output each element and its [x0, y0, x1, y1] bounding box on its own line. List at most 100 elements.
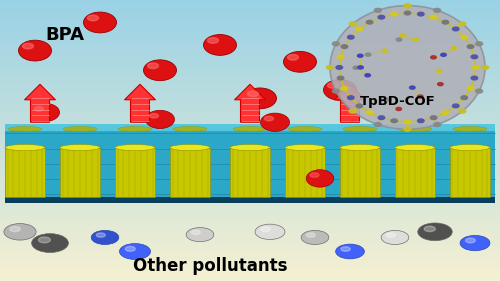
- Bar: [0, 187, 500, 188]
- Ellipse shape: [413, 38, 418, 41]
- Bar: [0, 167, 500, 169]
- Bar: [0, 10, 500, 11]
- Bar: [0, 105, 500, 107]
- Ellipse shape: [374, 8, 382, 12]
- Ellipse shape: [88, 15, 99, 21]
- Bar: [0, 207, 500, 208]
- Bar: [0, 115, 500, 117]
- Bar: [5, 148, 45, 197]
- Ellipse shape: [330, 6, 485, 129]
- FancyArrow shape: [234, 84, 266, 122]
- Bar: [0, 87, 500, 89]
- Ellipse shape: [340, 144, 380, 151]
- Bar: [0, 225, 500, 226]
- Ellipse shape: [430, 116, 437, 119]
- Bar: [0, 65, 500, 66]
- Bar: [0, 136, 500, 138]
- Ellipse shape: [453, 126, 487, 132]
- Ellipse shape: [468, 87, 474, 90]
- Bar: [0, 236, 500, 237]
- Ellipse shape: [115, 144, 155, 151]
- Ellipse shape: [400, 34, 406, 37]
- Ellipse shape: [255, 224, 285, 239]
- Ellipse shape: [150, 114, 158, 118]
- Bar: [0, 218, 500, 219]
- Ellipse shape: [260, 113, 290, 132]
- Bar: [0, 3, 500, 4]
- Bar: [0, 25, 500, 27]
- Bar: [0, 100, 500, 101]
- Bar: [0, 254, 500, 256]
- Bar: [0, 194, 500, 195]
- Ellipse shape: [472, 65, 479, 69]
- Bar: [0, 108, 500, 110]
- Bar: [0, 219, 500, 221]
- Bar: [0, 157, 500, 159]
- Ellipse shape: [418, 12, 424, 16]
- Bar: [0, 143, 500, 145]
- Ellipse shape: [341, 87, 347, 90]
- Ellipse shape: [461, 35, 468, 39]
- Bar: [0, 216, 500, 218]
- Bar: [0, 0, 500, 1]
- Bar: [340, 148, 380, 197]
- Text: Other pollutants: Other pollutants: [133, 257, 287, 275]
- Bar: [0, 214, 500, 215]
- Ellipse shape: [430, 15, 437, 19]
- Ellipse shape: [353, 66, 358, 69]
- Bar: [0, 275, 500, 277]
- Ellipse shape: [450, 144, 490, 151]
- Bar: [0, 266, 500, 267]
- Ellipse shape: [395, 144, 435, 151]
- Ellipse shape: [264, 116, 274, 121]
- Bar: [0, 201, 500, 202]
- Bar: [0, 129, 500, 131]
- Ellipse shape: [366, 53, 371, 56]
- Bar: [0, 200, 500, 201]
- Bar: [0, 149, 500, 150]
- Bar: [0, 97, 500, 98]
- Ellipse shape: [63, 126, 97, 132]
- Bar: [0, 240, 500, 242]
- Bar: [0, 228, 500, 229]
- Bar: [0, 263, 500, 264]
- Ellipse shape: [310, 173, 319, 177]
- Bar: [0, 121, 500, 122]
- Bar: [0, 170, 500, 171]
- Ellipse shape: [288, 126, 322, 132]
- Bar: [0, 271, 500, 273]
- Bar: [0, 176, 500, 177]
- Ellipse shape: [476, 42, 482, 46]
- Ellipse shape: [418, 119, 424, 123]
- Ellipse shape: [324, 80, 356, 100]
- Text: BPA: BPA: [45, 26, 84, 44]
- Ellipse shape: [4, 224, 36, 240]
- Ellipse shape: [301, 230, 329, 244]
- Ellipse shape: [260, 227, 270, 232]
- Bar: [0, 103, 500, 104]
- Text: TpBD-COF: TpBD-COF: [360, 95, 436, 108]
- Bar: [0, 249, 500, 250]
- Bar: [0, 76, 500, 77]
- Ellipse shape: [460, 235, 490, 251]
- Ellipse shape: [120, 244, 150, 259]
- Ellipse shape: [461, 96, 468, 99]
- Bar: [0, 21, 500, 22]
- Ellipse shape: [442, 21, 448, 24]
- Bar: [0, 226, 500, 228]
- Bar: [0, 20, 500, 21]
- Bar: [0, 73, 500, 74]
- Bar: [0, 205, 500, 207]
- Bar: [0, 122, 500, 124]
- Bar: [0, 32, 500, 34]
- Bar: [0, 250, 500, 251]
- Bar: [0, 30, 500, 31]
- Bar: [0, 104, 500, 105]
- Ellipse shape: [418, 223, 452, 241]
- Ellipse shape: [248, 91, 258, 97]
- Bar: [0, 38, 500, 39]
- Bar: [0, 89, 500, 90]
- Bar: [0, 232, 500, 233]
- Ellipse shape: [349, 109, 356, 113]
- Ellipse shape: [192, 230, 200, 234]
